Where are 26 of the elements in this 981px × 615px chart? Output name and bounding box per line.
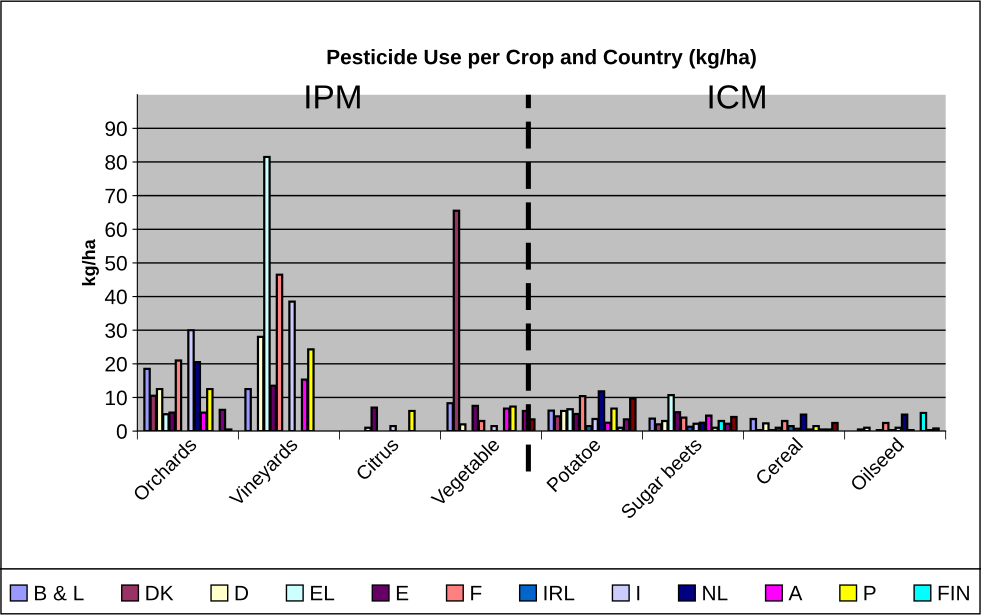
- legend-label: A: [788, 586, 802, 600]
- annotation: ICM: [710, 85, 765, 109]
- legend-label: NL: [703, 586, 728, 600]
- legend-label: P: [864, 586, 876, 600]
- legend-label: FIN: [938, 586, 969, 600]
- legend-label: B & L: [35, 586, 84, 600]
- y-tick-label: 50: [105, 256, 127, 271]
- y-tick-label: 90: [105, 121, 127, 136]
- legend-label: I: [637, 586, 640, 600]
- y-tick-label: 30: [105, 323, 127, 338]
- y-tick-label: 0: [116, 424, 127, 439]
- y-tick-label: 60: [106, 222, 127, 238]
- annotation: IPM: [306, 85, 360, 108]
- legend-label: IRL: [544, 586, 574, 600]
- y-tick-label: 10: [106, 390, 127, 406]
- y-tick-label: 70: [106, 188, 127, 204]
- legend-label: EL: [311, 586, 334, 600]
- y-tick-label: 20: [105, 356, 127, 372]
- legend-label: E: [396, 586, 408, 600]
- y-tick-label: 80: [105, 154, 127, 170]
- legend-label: DK: [146, 586, 174, 600]
- legend-label: F: [471, 586, 482, 600]
- chart-title: Pesticide Use per Crop and Country (kg/ha): [328, 49, 756, 69]
- legend-label: D: [236, 586, 248, 600]
- y-tick-label: 40: [104, 290, 127, 304]
- y-axis-title: kg/ha: [82, 239, 99, 286]
